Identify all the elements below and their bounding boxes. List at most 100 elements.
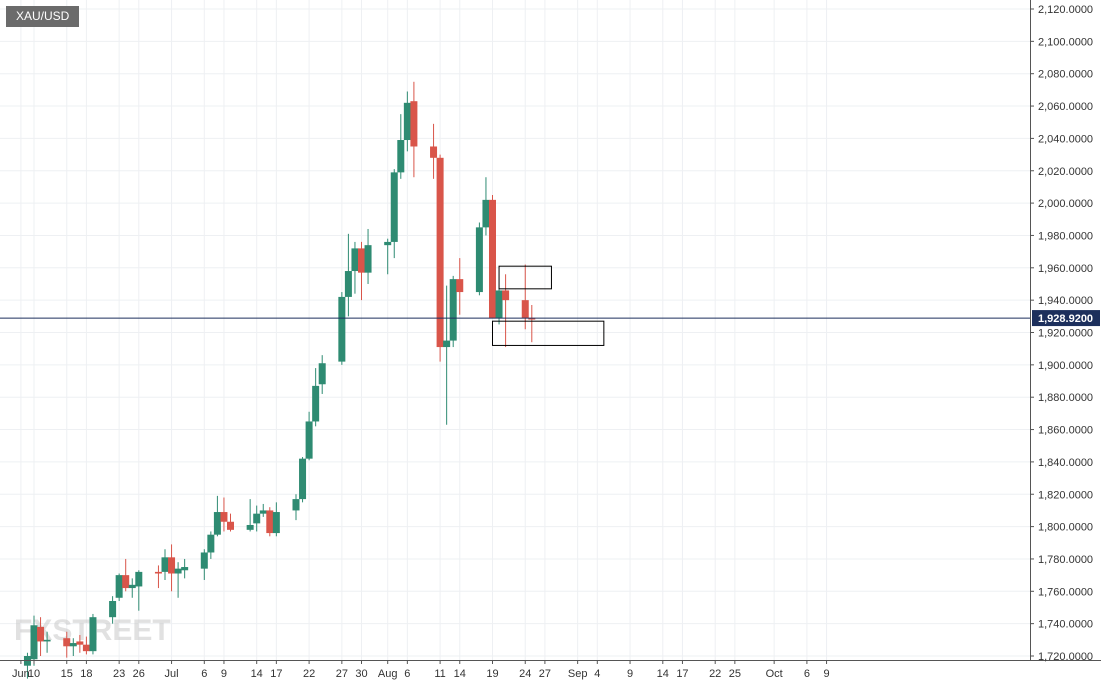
candle-body: [63, 638, 71, 647]
y-tick-label: 1,900.0000: [1038, 360, 1093, 372]
current-price-tag: 1,928.9200: [1032, 310, 1100, 327]
candle[interactable]: [489, 195, 496, 318]
y-tick-label: 2,000.0000: [1038, 198, 1093, 210]
candle-body: [528, 317, 536, 320]
candle[interactable]: [89, 613, 97, 655]
candle[interactable]: [338, 292, 346, 365]
candle-body: [475, 227, 483, 293]
candle-body: [364, 245, 372, 273]
candle[interactable]: [82, 636, 90, 655]
candle[interactable]: [449, 275, 457, 348]
candle[interactable]: [266, 507, 274, 537]
candle[interactable]: [502, 274, 510, 348]
candle[interactable]: [351, 241, 359, 294]
candle[interactable]: [109, 596, 117, 624]
candle[interactable]: [312, 368, 320, 427]
candle[interactable]: [259, 503, 267, 517]
candle[interactable]: [495, 288, 503, 325]
candle[interactable]: [154, 565, 162, 589]
annotation-rectangle[interactable]: [498, 265, 552, 290]
candle-body: [128, 584, 136, 589]
annotations[interactable]: [492, 265, 605, 346]
y-tick-label: 2,020.0000: [1038, 166, 1093, 178]
candle[interactable]: [397, 114, 405, 179]
candle[interactable]: [430, 123, 438, 179]
x-tick-label: 23: [113, 668, 125, 680]
symbol-badge[interactable]: XAU/USD: [6, 6, 80, 27]
candle[interactable]: [63, 631, 71, 658]
x-tick-label: Aug: [378, 668, 398, 680]
candle-body: [82, 644, 90, 652]
x-tick-label: 9: [823, 668, 829, 680]
candle[interactable]: [246, 499, 254, 532]
candle[interactable]: [344, 233, 352, 317]
candle[interactable]: [475, 222, 483, 296]
candle-body: [161, 557, 169, 572]
x-tick-label: Jun: [12, 668, 30, 680]
candle[interactable]: [161, 549, 169, 580]
candle[interactable]: [403, 91, 411, 152]
y-tick-label: 1,860.0000: [1038, 425, 1093, 437]
x-tick-label: Oct: [766, 668, 783, 680]
candle-body: [521, 300, 529, 318]
candle[interactable]: [482, 177, 490, 236]
candle[interactable]: [272, 502, 280, 537]
candle[interactable]: [318, 355, 326, 394]
candle-body: [312, 385, 320, 422]
y-tick-label: 1,920.0000: [1038, 328, 1093, 340]
candle[interactable]: [122, 558, 130, 592]
candle[interactable]: [200, 549, 208, 580]
candle[interactable]: [390, 169, 398, 259]
candle[interactable]: [358, 241, 365, 301]
candle[interactable]: [207, 531, 215, 559]
candle-body: [305, 421, 313, 459]
candle[interactable]: [115, 573, 123, 602]
candle[interactable]: [76, 634, 84, 653]
candle[interactable]: [364, 228, 372, 284]
y-tick-label: 1,740.0000: [1038, 619, 1093, 631]
candle[interactable]: [213, 495, 221, 537]
candle[interactable]: [436, 154, 444, 362]
candle[interactable]: [456, 258, 464, 315]
candle-body: [443, 340, 451, 348]
candle-body: [135, 571, 143, 587]
candle[interactable]: [37, 617, 45, 656]
candle[interactable]: [30, 615, 38, 666]
candle[interactable]: [168, 544, 176, 592]
candle[interactable]: [128, 578, 136, 598]
x-tick-label: 6: [804, 668, 810, 680]
candle[interactable]: [43, 631, 51, 653]
candle-body: [213, 512, 221, 535]
candle[interactable]: [528, 305, 536, 343]
candle-body: [207, 534, 215, 553]
candle[interactable]: [69, 638, 77, 656]
candle-body: [430, 146, 438, 158]
candle[interactable]: [384, 238, 392, 275]
x-tick-label: Jul: [165, 668, 179, 680]
candle-body: [299, 458, 307, 500]
annotation-rectangle[interactable]: [492, 320, 605, 346]
candle-body: [502, 290, 510, 301]
candle[interactable]: [299, 457, 307, 503]
candle[interactable]: [305, 411, 313, 461]
candle[interactable]: [174, 562, 182, 598]
candle[interactable]: [135, 570, 143, 611]
candle[interactable]: [292, 494, 300, 521]
y-tick-label: 1,940.0000: [1038, 295, 1093, 307]
candle[interactable]: [443, 285, 451, 425]
candle[interactable]: [521, 264, 529, 330]
candle-body: [456, 279, 464, 293]
x-tick-label: 22: [709, 668, 721, 680]
candle[interactable]: [181, 558, 189, 579]
x-tick-label: 30: [355, 668, 367, 680]
candle[interactable]: [227, 513, 234, 532]
candle[interactable]: [220, 497, 228, 532]
candle-body: [43, 639, 51, 642]
candle-body: [495, 290, 503, 318]
candle[interactable]: [253, 505, 261, 532]
candle[interactable]: [410, 81, 418, 178]
candle-body: [200, 552, 208, 569]
candle-body: [174, 568, 182, 574]
candles[interactable]: [23, 81, 536, 679]
